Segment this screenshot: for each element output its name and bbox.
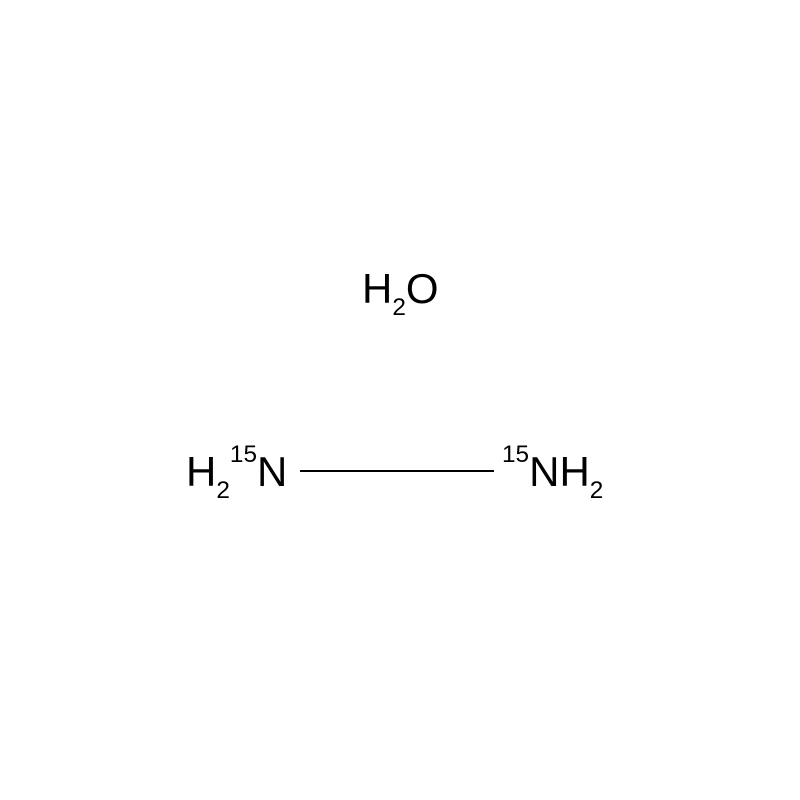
hydrazine-right-H: H xyxy=(559,448,589,495)
hydrazine-left-group: H215N xyxy=(186,451,287,501)
hydrazine-right-N: N xyxy=(529,448,559,495)
water-molecule: H2O xyxy=(362,268,439,318)
hydrazine-right-H-sub: 2 xyxy=(590,477,604,504)
hydrazine-left-iso: 15 xyxy=(230,441,257,468)
hydrazine-left-N: N xyxy=(257,448,287,495)
water-O: O xyxy=(406,265,439,312)
hydrazine-left-H-sub: 2 xyxy=(216,477,230,504)
chemical-diagram-canvas: H2O H215N 15NH2 xyxy=(0,0,800,800)
hydrazine-right-group: 15NH2 xyxy=(502,451,603,501)
water-H-sub: 2 xyxy=(392,294,406,321)
nn-single-bond xyxy=(300,470,494,472)
hydrazine-left-H: H xyxy=(186,448,216,495)
hydrazine-right-iso: 15 xyxy=(502,441,529,468)
water-H: H xyxy=(362,265,392,312)
